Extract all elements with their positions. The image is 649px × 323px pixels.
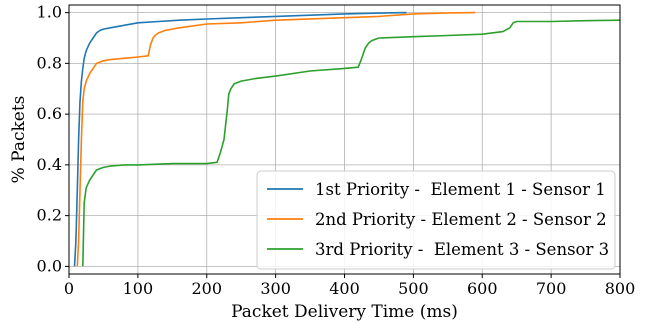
y-tick-label: 0.8	[37, 53, 62, 72]
y-tick-label: 0.6	[37, 104, 62, 123]
x-axis-ticks: 0 100 200 300 400 500 600 700 800	[64, 274, 635, 298]
legend-box	[256, 170, 616, 270]
x-tick-label: 500	[398, 279, 429, 298]
x-tick-label: 200	[191, 279, 222, 298]
legend-label-2: 2nd Priority - Element 2 - Sensor 2	[315, 210, 607, 229]
series-line-3	[82, 19, 621, 267]
y-tick-label: 1.0	[37, 3, 62, 22]
x-axis-label: Packet Delivery Time (ms)	[231, 302, 458, 322]
series-line-1	[73, 11, 407, 267]
legend-label-1: 1st Priority - Element 1 - Sensor 1	[315, 180, 606, 199]
x-tick-label: 0	[64, 279, 74, 298]
y-tick-label: 0.2	[37, 206, 62, 225]
y-axis-label: % Packets	[9, 96, 29, 184]
legend-label-3: 3rd Priority - Element 3 - Sensor 3	[315, 240, 609, 259]
y-axis-ticks: 0.0 0.2 0.4 0.6 0.8 1.0	[37, 3, 69, 275]
x-tick-label: 300	[260, 279, 291, 298]
y-tick-label: 0.0	[37, 256, 62, 275]
x-tick-label: 800	[605, 279, 636, 298]
series-line-2	[76, 11, 476, 267]
legend: 1st Priority - Element 1 - Sensor 1 2nd P…	[256, 170, 616, 270]
series-lines	[73, 11, 621, 267]
x-tick-label: 100	[123, 279, 154, 298]
y-tick-label: 0.4	[37, 155, 62, 174]
x-tick-label: 700	[536, 279, 567, 298]
x-tick-label: 400	[329, 279, 360, 298]
x-tick-label: 600	[467, 279, 498, 298]
